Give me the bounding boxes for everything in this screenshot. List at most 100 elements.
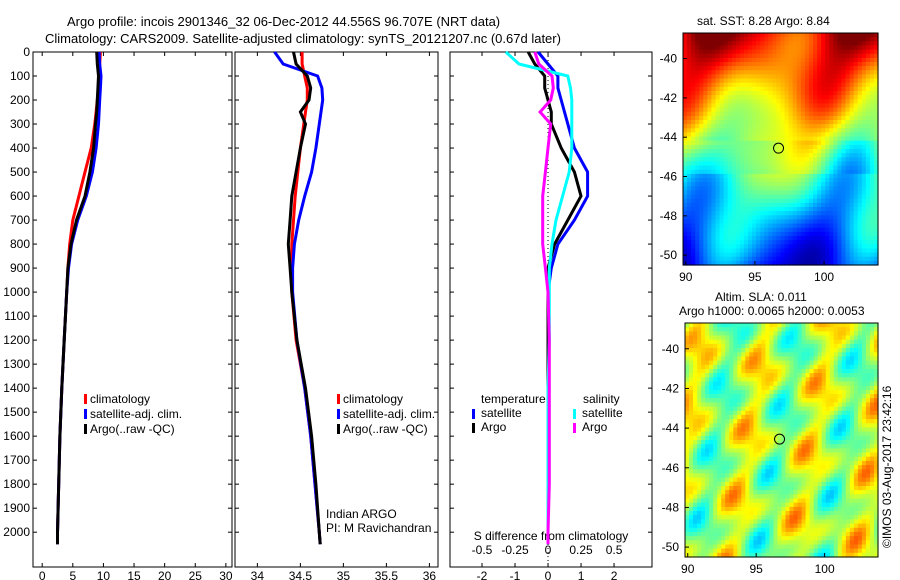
map-cell bbox=[825, 161, 830, 167]
map-cell bbox=[701, 331, 706, 337]
map-cell bbox=[709, 373, 714, 378]
map-cell bbox=[689, 402, 694, 408]
map-cell bbox=[785, 435, 791, 441]
map-cell bbox=[873, 248, 879, 254]
map-cell bbox=[695, 256, 700, 262]
map-cell bbox=[731, 219, 737, 225]
map-cell bbox=[873, 256, 879, 262]
map-cell bbox=[733, 481, 738, 487]
map-cell bbox=[705, 452, 710, 458]
map-cell bbox=[785, 327, 791, 332]
map-cell bbox=[808, 82, 814, 88]
map-cell bbox=[769, 398, 774, 403]
map-cell bbox=[773, 406, 779, 412]
map-cell bbox=[776, 207, 782, 212]
map-cell bbox=[829, 169, 834, 175]
map-cell bbox=[788, 128, 794, 133]
map-cell bbox=[756, 165, 761, 171]
map-cell bbox=[685, 460, 690, 466]
map-cell bbox=[833, 431, 839, 437]
map-cell bbox=[825, 252, 830, 258]
map-cell bbox=[705, 331, 710, 337]
map-cell bbox=[845, 327, 851, 332]
map-cell bbox=[753, 452, 758, 458]
map-cell bbox=[768, 227, 773, 233]
map-cell bbox=[756, 49, 761, 55]
map-cell bbox=[825, 377, 831, 383]
map-cell bbox=[683, 157, 688, 162]
map-cell bbox=[731, 37, 737, 42]
map-cell bbox=[829, 323, 835, 328]
plot-frame bbox=[32, 51, 233, 568]
map-cell bbox=[717, 385, 722, 391]
map-cell bbox=[777, 364, 783, 370]
map-cell bbox=[729, 448, 734, 454]
map-cell bbox=[825, 452, 831, 458]
map-cell bbox=[729, 343, 734, 349]
map-cell bbox=[719, 53, 725, 59]
map-cell bbox=[772, 128, 778, 133]
x-tick-label: 95 bbox=[748, 270, 762, 284]
map-cell bbox=[780, 115, 786, 121]
map-cell bbox=[845, 469, 851, 475]
map-cell bbox=[792, 62, 798, 67]
map-cell bbox=[737, 398, 742, 403]
map-cell bbox=[873, 186, 879, 191]
map-cell bbox=[845, 348, 851, 353]
map-cell bbox=[699, 240, 704, 245]
map-cell bbox=[780, 111, 786, 117]
map-cell bbox=[725, 331, 730, 337]
map-cell bbox=[853, 373, 859, 378]
map-cell bbox=[788, 227, 794, 233]
map-cell bbox=[793, 373, 799, 378]
map-cell bbox=[800, 211, 806, 216]
map-cell bbox=[776, 144, 782, 150]
map-cell bbox=[809, 423, 815, 429]
map-cell bbox=[683, 198, 688, 204]
map-cell bbox=[813, 452, 819, 458]
map-cell bbox=[865, 486, 871, 491]
map-cell bbox=[805, 335, 811, 341]
map-cell bbox=[719, 86, 725, 92]
map-cell bbox=[701, 498, 706, 504]
map-cell bbox=[829, 198, 834, 204]
map-cell bbox=[809, 460, 815, 466]
map-cell bbox=[825, 456, 831, 462]
map-cell bbox=[768, 33, 773, 38]
map-cell bbox=[805, 423, 811, 429]
map-cell bbox=[869, 260, 875, 266]
map-cell bbox=[693, 481, 698, 487]
map-cell bbox=[691, 219, 696, 225]
map-cell bbox=[745, 423, 750, 429]
map-cell bbox=[869, 256, 875, 262]
map-cell bbox=[797, 410, 803, 416]
map-cell bbox=[861, 82, 867, 88]
map-cell bbox=[797, 473, 803, 479]
map-cell bbox=[809, 356, 815, 362]
map-cell bbox=[713, 494, 718, 500]
map-cell bbox=[874, 331, 879, 337]
map-cell bbox=[715, 45, 721, 51]
map-cell bbox=[733, 423, 738, 429]
map-cell bbox=[845, 182, 851, 187]
map-cell bbox=[760, 252, 765, 258]
map-cell bbox=[849, 256, 855, 262]
map-cell bbox=[788, 62, 794, 67]
map-cell bbox=[797, 327, 803, 332]
map-cell bbox=[873, 95, 879, 100]
map-cell bbox=[829, 327, 835, 332]
map-cell bbox=[711, 248, 717, 254]
map-cell bbox=[776, 186, 782, 191]
map-cell bbox=[857, 423, 863, 429]
map-cell bbox=[865, 190, 871, 196]
map-cell bbox=[849, 373, 855, 378]
map-cell bbox=[801, 323, 807, 328]
map-cell bbox=[707, 140, 713, 146]
map-cell bbox=[861, 66, 867, 71]
map-cell bbox=[845, 115, 851, 121]
map-cell bbox=[739, 231, 745, 237]
map-cell bbox=[845, 70, 851, 75]
map-cell bbox=[837, 414, 843, 420]
map-cell bbox=[817, 186, 822, 191]
map-cell bbox=[737, 440, 742, 445]
